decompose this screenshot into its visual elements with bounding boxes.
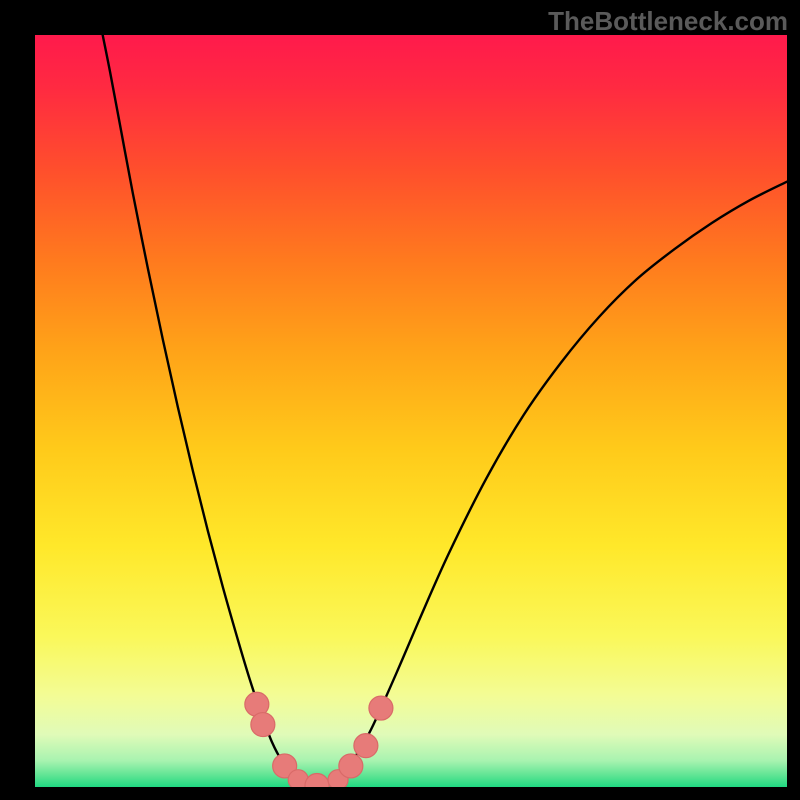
marker-circle [369, 696, 393, 720]
marker-circle [305, 774, 329, 788]
plot-area [35, 35, 787, 787]
plot-svg [35, 35, 787, 787]
bottleneck-curve [103, 35, 787, 786]
watermark-text: TheBottleneck.com [548, 6, 788, 37]
marker-circle [251, 713, 275, 737]
marker-circle [354, 734, 378, 758]
marker-circle [339, 754, 363, 778]
